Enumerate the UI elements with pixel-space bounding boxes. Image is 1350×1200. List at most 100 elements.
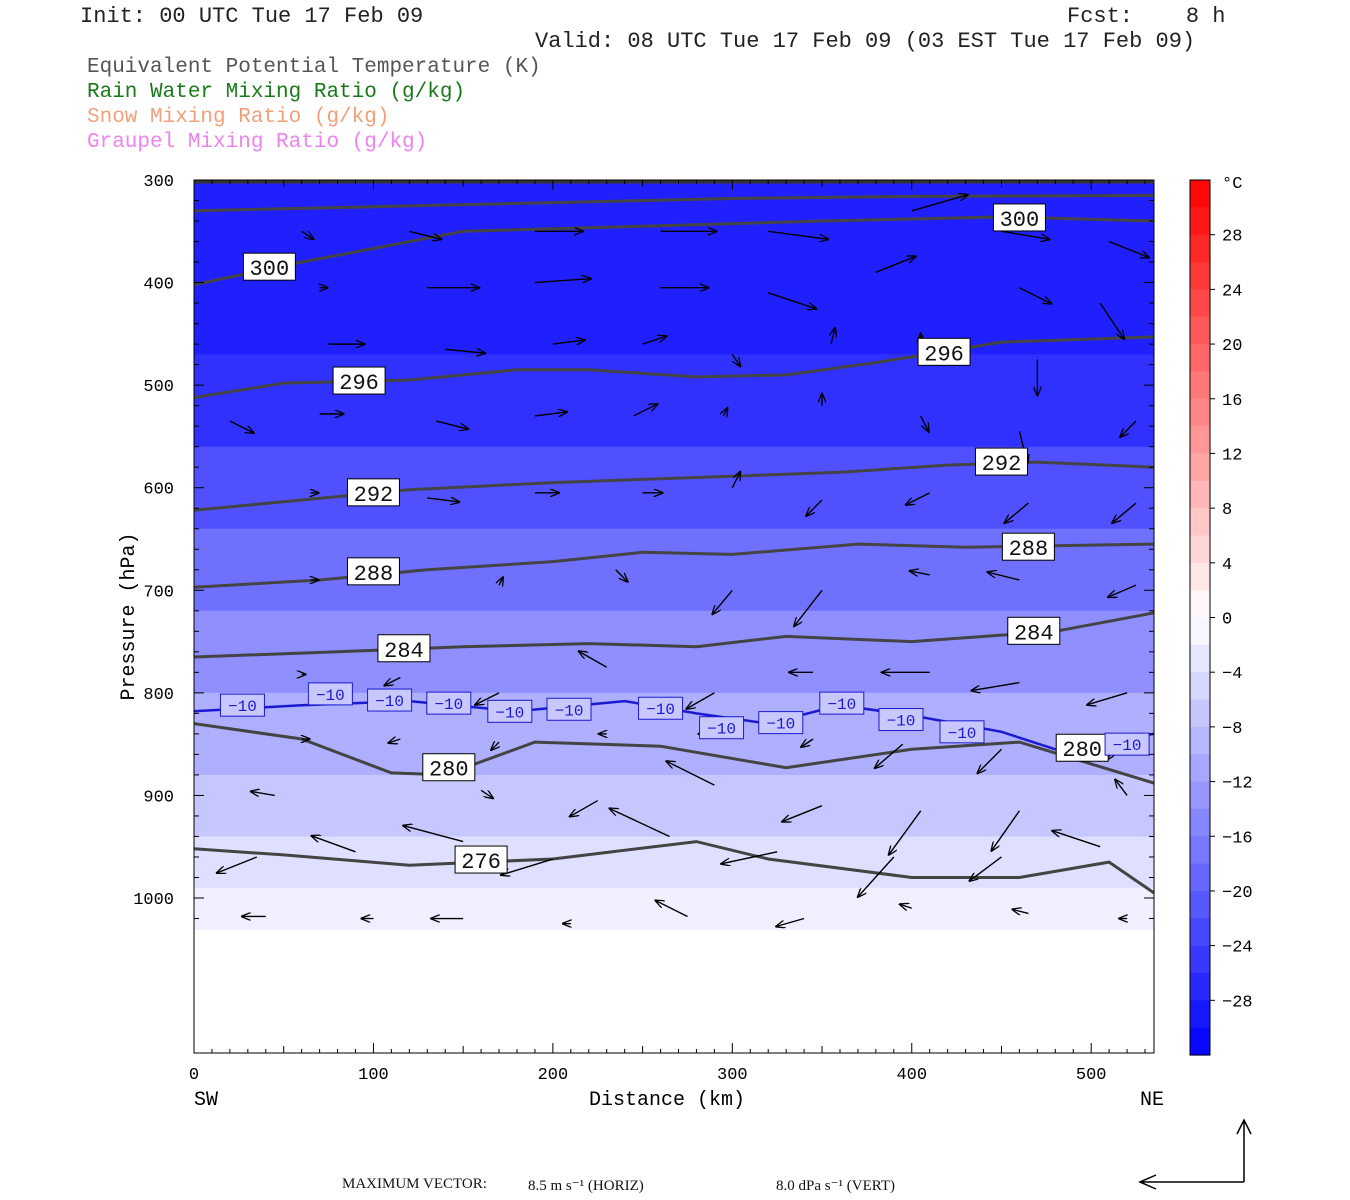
colorbar-bin	[1190, 590, 1210, 619]
title-rain-water: Rain Water Mixing Ratio (g/kg)	[87, 81, 466, 104]
theta-e-label-text: 280	[1062, 738, 1102, 763]
temperature-label-text: −10	[495, 704, 524, 722]
colorbar-tick-label: −28	[1222, 993, 1253, 1012]
colorbar-tick-label: 0	[1222, 611, 1232, 630]
wind-vector	[875, 743, 904, 768]
wind-vector	[1001, 230, 1049, 239]
colorbar-bin	[1190, 754, 1210, 783]
colorbar-bin	[1190, 562, 1210, 591]
reference-vector-horizontal	[1138, 1174, 1244, 1190]
theta-e-label-text: 288	[354, 562, 394, 587]
temperature-label-text: −10	[827, 696, 856, 714]
wind-vector	[911, 195, 968, 212]
colorbar-tick-label: −16	[1222, 829, 1253, 848]
surface-fill	[194, 1023, 1154, 1053]
wind-vector	[794, 589, 823, 626]
y-tick-label: 400	[143, 276, 174, 295]
temperature-label-text: −10	[1113, 737, 1142, 755]
colorbar-tick-label: 4	[1222, 556, 1232, 575]
wind-vector	[801, 738, 814, 747]
theta-e-contour-label: 284	[1007, 616, 1061, 646]
theta-e-label-box	[346, 478, 400, 507]
colorbar-bin	[1190, 726, 1210, 755]
temperature-label-box	[878, 708, 924, 732]
wind-vector	[1115, 779, 1128, 796]
wind-vector	[782, 805, 823, 822]
temperature-label-box	[819, 691, 865, 715]
colorbar-tick-label: −24	[1222, 939, 1253, 958]
theta-e-contour-line	[194, 722, 1154, 785]
wind-vector	[610, 808, 670, 838]
colorbar-bin	[1190, 480, 1210, 509]
theta-e-label-text: 280	[429, 758, 469, 783]
wind-vector	[889, 810, 922, 855]
wind-vector	[501, 858, 554, 875]
colorbar-tick-label: 24	[1222, 282, 1242, 301]
wind-vector	[1108, 584, 1137, 597]
colorbar-bin	[1190, 972, 1210, 1001]
wind-vector	[409, 230, 441, 239]
colorbar-bin	[1190, 808, 1210, 837]
wind-vector	[534, 412, 567, 416]
y-axis-label: Pressure (hPa)	[118, 532, 141, 700]
wind-vector	[1120, 420, 1137, 437]
wind-vector	[579, 651, 608, 668]
temperature-label-text: −10	[434, 696, 463, 714]
temperature-label-text: −10	[766, 716, 795, 734]
wind-vector	[723, 408, 727, 416]
colorbar-bin	[1190, 180, 1210, 208]
wind-vector	[969, 856, 1002, 881]
temperature-contour-label: −10	[638, 696, 684, 720]
wind-vector	[991, 810, 1020, 851]
wind-vector	[767, 292, 816, 309]
x-tick-label: 400	[896, 1066, 927, 1085]
valid-time-label: Valid: 08 UTC Tue 17 Feb 09 (03 EST Tue …	[535, 29, 1196, 54]
colorbar-bin	[1190, 1000, 1210, 1029]
x-end-label-ne: NE	[1140, 1089, 1164, 1112]
wind-vector	[499, 577, 503, 585]
title-snow: Snow Mixing Ratio (g/kg)	[87, 106, 390, 129]
max-vector-vert: 8.0 dPa s⁻¹ (VERT)	[776, 1178, 896, 1194]
wind-vector	[666, 761, 715, 786]
temperature-fill-band	[194, 887, 1154, 930]
theta-e-label-box	[917, 337, 971, 366]
theta-e-contour-label: 292	[346, 478, 400, 508]
wind-vector	[1108, 240, 1149, 258]
theta-e-contour-label: 296	[917, 337, 971, 367]
temperature-label-text: −10	[555, 702, 584, 720]
temperature-contour-label: −10	[939, 720, 985, 744]
temperature-label-box	[699, 716, 745, 740]
temperature-contour-label: −10	[367, 688, 413, 712]
theta-e-label-text: 292	[982, 452, 1022, 477]
colorbar-bin	[1190, 945, 1210, 974]
theta-e-contour-line	[194, 193, 1154, 213]
x-axis-label: Distance (km)	[589, 1089, 745, 1112]
wind-vector	[615, 569, 628, 582]
colorbar-bin	[1190, 836, 1210, 865]
theta-e-contour-label: 280	[422, 753, 476, 783]
theta-e-label-text: 284	[1014, 621, 1054, 646]
wind-vector	[731, 472, 740, 489]
temperature-label-box	[758, 711, 804, 735]
theta-e-contour-label: 296	[332, 366, 386, 396]
theta-e-label-text: 276	[461, 850, 501, 875]
temperature-contour-label: −10	[426, 691, 472, 715]
y-tick-label: 500	[143, 378, 174, 397]
theta-e-contour-label: 284	[377, 634, 431, 664]
theta-e-label-box	[1055, 733, 1109, 762]
colorbar-tick-label: −8	[1222, 720, 1242, 739]
theta-e-contour-label: 300	[992, 203, 1046, 233]
colorbar-bin	[1190, 863, 1210, 892]
temperature-label-text: −10	[646, 701, 675, 719]
colorbar-bin	[1190, 699, 1210, 728]
wind-vector	[480, 789, 493, 798]
theta-e-label-box	[377, 634, 431, 663]
wind-vector	[1012, 909, 1029, 913]
theta-e-contour-label: 280	[1055, 733, 1109, 763]
y-tick-label: 700	[143, 583, 174, 602]
colorbar-bin	[1190, 617, 1210, 646]
wind-vector	[1112, 502, 1137, 523]
colorbar-bin	[1190, 371, 1210, 400]
temperature-label-text: −10	[887, 713, 916, 731]
colorbar-bin	[1190, 453, 1210, 482]
